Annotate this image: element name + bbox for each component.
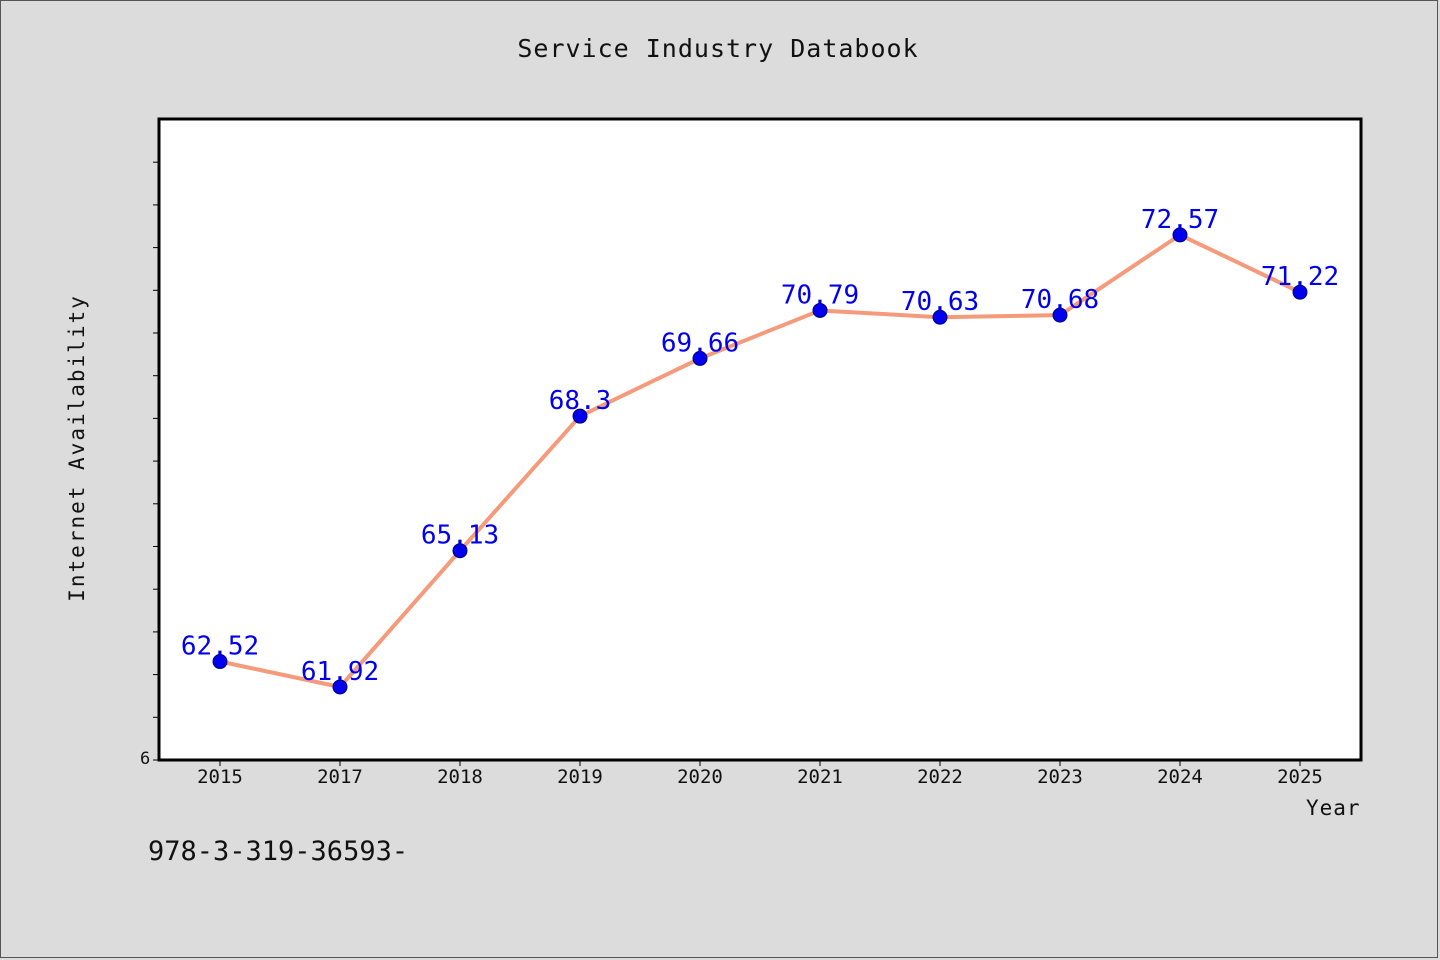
data-label: 70.63 — [901, 287, 979, 317]
data-point — [692, 350, 708, 366]
x-tick-label: 2025 — [1277, 766, 1323, 788]
data-label: 65.13 — [421, 521, 499, 551]
data-point — [1172, 227, 1188, 243]
data-label: 70.79 — [781, 280, 859, 310]
data-label: 72.57 — [1141, 205, 1219, 235]
y-axis-title: Internet Availability — [65, 294, 89, 602]
series-line — [218, 232, 1302, 689]
data-point — [1292, 284, 1308, 300]
x-tick-label: 2024 — [1157, 766, 1203, 788]
x-tick-label: 2023 — [1037, 766, 1083, 788]
x-tick-label: 2020 — [677, 766, 723, 788]
plot-frame — [157, 117, 1363, 762]
data-point — [452, 543, 468, 559]
data-point — [212, 654, 228, 670]
y-axis-min-label: 6 — [140, 749, 151, 769]
footer-code: 978-3-319-36593- — [148, 836, 409, 867]
x-tick-label: 2022 — [917, 766, 963, 788]
data-label: 68.3 — [549, 386, 612, 416]
data-point — [572, 408, 588, 424]
data-point — [812, 302, 828, 318]
x-tick-label: 2017 — [317, 766, 363, 788]
data-point — [332, 679, 348, 695]
data-label: 70.68 — [1021, 285, 1099, 315]
chart-title: Service Industry Databook — [517, 34, 919, 63]
data-label: 69.66 — [661, 328, 739, 358]
data-point — [1052, 307, 1068, 323]
data-label: 61.92 — [301, 657, 379, 687]
data-label: 62.52 — [181, 632, 259, 662]
data-point — [932, 309, 948, 325]
x-tick-label: 2019 — [557, 766, 603, 788]
x-tick-label: 2018 — [437, 766, 483, 788]
x-tick-label: 2015 — [197, 766, 243, 788]
x-axis-title: Year — [1306, 796, 1361, 820]
data-label: 71.22 — [1261, 262, 1339, 292]
x-tick-label: 2021 — [797, 766, 843, 788]
